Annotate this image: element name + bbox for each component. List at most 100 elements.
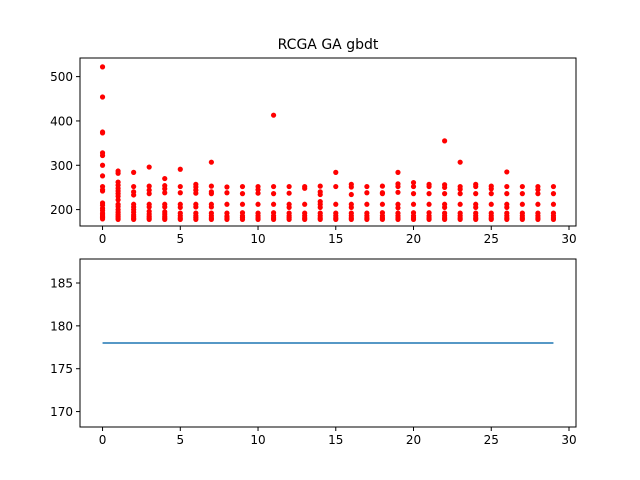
scatter-point	[348, 184, 354, 190]
scatter-point	[131, 192, 137, 198]
scatter-point	[426, 191, 432, 197]
top-y-tick-label: 400	[50, 114, 73, 128]
scatter-point	[473, 191, 479, 197]
scatter-point	[550, 183, 557, 190]
scatter-point	[348, 191, 354, 198]
scatter-point	[99, 152, 106, 159]
scatter-point	[302, 185, 308, 191]
top-x-tick-label: 10	[250, 232, 265, 246]
scatter-point	[473, 183, 479, 190]
bottom-x-tick-label: 15	[328, 433, 343, 447]
chart-title: RCGA GA gbdt	[278, 37, 379, 53]
scatter-point	[177, 166, 183, 172]
scatter-point	[99, 94, 106, 100]
scatter-point	[193, 204, 199, 210]
scatter-point	[550, 201, 557, 207]
bottom-y-axis-ticks: 170 175 180 185	[50, 277, 80, 419]
scatter-point	[333, 183, 339, 190]
bottom-x-tick-label: 0	[99, 433, 107, 447]
bottom-x-axis-ticks: 0 5 10 15 20 25 30	[99, 427, 577, 447]
scatter-point	[488, 186, 494, 192]
scatter-point	[99, 216, 106, 222]
scatter-point	[519, 216, 525, 222]
scatter-point	[457, 186, 463, 192]
scatter-point	[488, 191, 494, 197]
scatter-point	[270, 216, 277, 222]
scatter-point	[286, 183, 292, 190]
scatter-point	[333, 216, 339, 222]
scatter-point	[208, 204, 214, 210]
scatter-point	[286, 204, 292, 210]
scatter-point	[177, 183, 183, 190]
scatter-point	[224, 201, 230, 207]
scatter-point	[115, 197, 121, 203]
scatter-point	[379, 216, 386, 222]
scatter-point	[442, 184, 448, 191]
scatter-point	[457, 216, 463, 222]
scatter-point	[162, 216, 168, 222]
top-x-axis-ticks: 0 5 10 15 20 25 30	[99, 226, 577, 246]
scatter-point	[348, 204, 354, 210]
scatter-point	[457, 201, 463, 207]
scatter-point	[208, 191, 214, 197]
scatter-point	[255, 190, 261, 196]
scatter-point	[224, 216, 230, 222]
scatter-point	[162, 190, 168, 196]
bottom-line-plot: 0 5 10 15 20 25 30 170 175 180 185	[50, 258, 577, 447]
scatter-point	[115, 216, 121, 222]
scatter-point	[99, 173, 106, 179]
scatter-point	[286, 216, 292, 222]
scatter-point	[457, 191, 463, 197]
scatter-point	[535, 187, 541, 193]
scatter-point	[442, 216, 448, 222]
scatter-point	[162, 186, 168, 192]
scatter-point	[426, 201, 432, 207]
scatter-point	[395, 189, 401, 195]
scatter-point	[239, 201, 246, 207]
scatter-point	[146, 191, 152, 197]
scatter-point	[317, 216, 323, 222]
scatter-point	[379, 191, 386, 197]
scatter-point	[208, 159, 214, 165]
bottom-y-tick-label: 180	[50, 319, 73, 333]
scatter-point	[239, 216, 246, 222]
scatter-point	[410, 201, 417, 207]
scatter-point	[364, 190, 370, 196]
top-x-tick-label: 30	[561, 232, 576, 246]
scatter-points	[99, 64, 557, 222]
scatter-point	[488, 201, 494, 207]
scatter-point	[270, 183, 277, 190]
scatter-point	[131, 169, 137, 175]
scatter-point	[473, 216, 479, 222]
scatter-point	[395, 183, 401, 190]
top-x-tick-label: 0	[99, 232, 107, 246]
scatter-point	[442, 191, 448, 197]
scatter-point	[488, 216, 494, 222]
scatter-point	[177, 216, 183, 222]
bottom-plot-frame	[79, 258, 577, 428]
bottom-x-tick-label: 30	[561, 433, 576, 447]
scatter-point	[504, 169, 510, 175]
scatter-point	[239, 183, 246, 190]
bottom-x-tick-label: 25	[484, 433, 499, 447]
scatter-point	[146, 204, 152, 210]
scatter-point	[99, 162, 106, 168]
scatter-point	[115, 170, 121, 176]
bottom-x-tick-label: 5	[176, 433, 184, 447]
scatter-point	[395, 205, 401, 211]
scatter-point	[146, 183, 152, 189]
scatter-point	[473, 204, 479, 210]
scatter-point	[193, 216, 199, 222]
scatter-point	[442, 204, 448, 210]
bottom-y-tick-label: 185	[50, 277, 73, 291]
scatter-point	[519, 201, 525, 207]
top-x-tick-label: 20	[406, 232, 421, 246]
scatter-point	[504, 183, 510, 190]
top-x-tick-label: 5	[176, 232, 184, 246]
top-x-tick-label: 15	[328, 232, 343, 246]
scatter-point	[395, 216, 401, 222]
scatter-point	[410, 179, 417, 186]
scatter-point	[317, 183, 323, 189]
scatter-point	[224, 190, 230, 196]
